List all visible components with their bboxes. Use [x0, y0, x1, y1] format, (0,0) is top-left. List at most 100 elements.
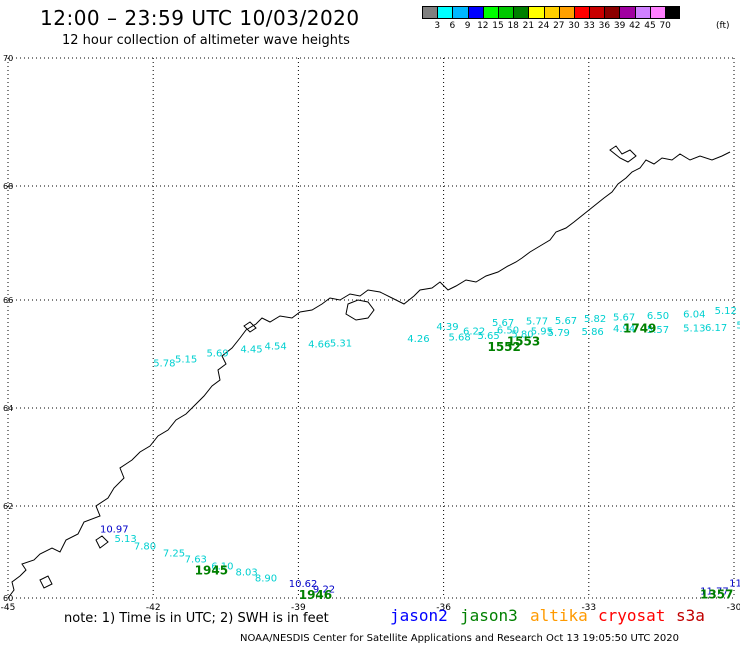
- color-tick-label: 3: [434, 21, 441, 31]
- color-swatch-10: [573, 6, 590, 19]
- color-scale-bar: [422, 6, 681, 19]
- map-subtitle: 12 hour collection of altimeter wave hei…: [62, 33, 350, 48]
- wave-height-label: 7.63: [185, 555, 207, 566]
- wave-height-label: 4.39: [436, 322, 458, 333]
- lon-label: -45: [1, 603, 16, 613]
- color-swatch-15: [649, 6, 665, 19]
- color-tick-label: 33: [583, 21, 595, 31]
- color-tick-label: 6: [449, 21, 456, 31]
- pass-time-label: 1749: [623, 322, 656, 336]
- wave-height-label: 6.50: [647, 311, 669, 322]
- color-tick-label: 36: [598, 21, 611, 31]
- pass-time-label: 1357: [700, 588, 733, 602]
- color-swatch-5: [497, 6, 514, 19]
- wave-height-label: 5.95: [531, 327, 553, 338]
- color-tick-label: 15: [492, 21, 504, 31]
- wave-height-label: 5.67: [555, 316, 577, 327]
- lon-label: -33: [581, 603, 596, 613]
- color-tick-label: 24: [537, 21, 550, 31]
- wave-height-label: 7.80: [134, 542, 156, 553]
- color-tick-label: 21: [522, 21, 535, 31]
- pass-time-label: 1552: [487, 340, 520, 354]
- color-swatch-9: [558, 6, 574, 19]
- color-swatch-8: [543, 6, 559, 19]
- color-tick-label: 70: [659, 21, 671, 31]
- pass-time-label: 1946: [299, 588, 332, 602]
- map-title: 12:00 – 23:59 UTC 10/03/2020: [40, 6, 360, 30]
- wave-height-label: 5.15: [175, 355, 197, 366]
- wave-height-label: 5.86: [582, 327, 604, 338]
- wave-height-label: 5.82: [584, 314, 606, 325]
- wave-height-label: 9.22: [313, 584, 335, 595]
- color-swatch-0: [422, 6, 438, 19]
- wave-height-label: 4.45: [240, 344, 262, 355]
- wave-height-label: 4.66: [308, 340, 330, 351]
- color-swatch-16: [665, 6, 681, 19]
- satellite-s3a: s3a: [676, 606, 705, 625]
- color-tick-label: 45: [644, 21, 656, 31]
- wave-height-label: 8.90: [255, 573, 277, 584]
- altimeter-tracks: 5.78 5.15 5.69 4.45 4.54 4.66 5.31 4.26 5.68 5.65…: [100, 306, 740, 602]
- wave-height-label: 11.77: [700, 586, 729, 597]
- satellite-cryosat: cryosat: [598, 606, 666, 625]
- color-scale-ticks: 3 6 9 12 15 18 21 24 27 30 33 36 39 42 45 70: [422, 21, 727, 33]
- lon-label: -39: [291, 603, 306, 613]
- greenland-coastline: [7, 145, 731, 599]
- satellite-jason2: jason2: [390, 606, 448, 625]
- color-scale-unit: (ft): [716, 21, 730, 31]
- color-swatch-4: [482, 6, 498, 19]
- color-swatch-14: [634, 6, 650, 19]
- color-tick-label: 27: [553, 21, 565, 31]
- wave-height-label: 5.69: [206, 349, 228, 360]
- lat-label: 62: [3, 502, 13, 511]
- lon-label: -30: [727, 603, 740, 613]
- wave-height-label: 4.26: [407, 334, 429, 345]
- wave-height-label: 8.03: [235, 567, 257, 578]
- satellite-jason3: jason3: [460, 606, 518, 625]
- wave-height-label: 11.74: [729, 579, 740, 590]
- wave-height-label: 5.67: [613, 313, 635, 324]
- wave-height-label: 4.54: [265, 342, 287, 353]
- color-tick-label: 39: [613, 21, 626, 31]
- color-tick-label: 18: [507, 21, 519, 31]
- color-swatch-6: [513, 6, 529, 19]
- wave-height-label: 5.77: [526, 316, 548, 327]
- wave-height-label: 6.10: [211, 561, 233, 572]
- wave-height-label: 6.50: [497, 325, 519, 336]
- wave-height-label: 5.12: [715, 306, 737, 317]
- pass-time-label: 1945: [195, 564, 228, 578]
- map-grid: [7, 57, 735, 599]
- lat-label: 60: [3, 594, 13, 603]
- wave-height-label: 5.65: [477, 331, 499, 342]
- color-swatch-2: [452, 6, 468, 19]
- wave-height-label: 5.68: [448, 333, 470, 344]
- satellite-altika: altika: [530, 606, 588, 625]
- units-note: note: 1) Time is in UTC; 2) SWH is in fe…: [64, 611, 329, 626]
- pass-time-label: 1553: [507, 334, 540, 348]
- color-swatch-13: [619, 6, 635, 19]
- color-swatch-7: [528, 6, 544, 19]
- wave-height-label: 6.22: [463, 327, 485, 338]
- color-tick-label: 9: [464, 21, 471, 31]
- wave-height-label: 6.04: [683, 309, 705, 320]
- wave-height-label: 10.62: [289, 579, 318, 590]
- wave-height-label: 5.13: [683, 323, 705, 334]
- footer-credit: NOAA/NESDIS Center for Satellite Applica…: [240, 633, 679, 644]
- lat-label: 64: [3, 404, 13, 413]
- wave-height-label: 5.80: [511, 329, 533, 340]
- wave-height-label: 5.57: [647, 325, 669, 336]
- lat-label: 70: [3, 54, 13, 63]
- color-tick-label: 12: [477, 21, 489, 31]
- wave-height-label: 5.31: [330, 338, 352, 349]
- wave-height-label: 5.79: [548, 328, 570, 339]
- wave-height-label: 5.78: [153, 358, 175, 369]
- wave-height-label: 7.25: [163, 549, 185, 560]
- lon-label: -42: [146, 603, 161, 613]
- lat-label: 68: [3, 182, 13, 191]
- wave-height-label: 5.67: [492, 318, 514, 329]
- color-swatch-12: [604, 6, 620, 19]
- map-axes-labels: -45 -42 -39 -36 -33 -30 70 68 66 64 62 60: [1, 54, 740, 613]
- color-swatch-11: [589, 6, 605, 19]
- wave-height-label: 6.17: [705, 323, 727, 334]
